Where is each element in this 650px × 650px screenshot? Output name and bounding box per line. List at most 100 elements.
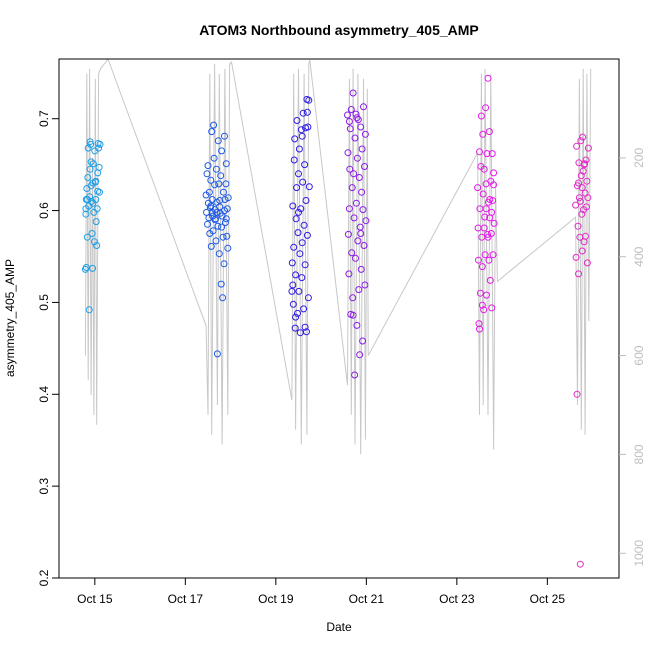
data-point: [582, 156, 590, 164]
data-point: [573, 390, 581, 398]
data-point: [483, 291, 490, 299]
data-point: [354, 116, 362, 124]
data-point: [216, 203, 224, 211]
y2-tick-label: 1000: [632, 540, 646, 567]
data-point: [210, 154, 218, 162]
data-point: [488, 208, 496, 216]
data-point: [303, 108, 311, 116]
y2-tick-label: 400: [632, 246, 646, 266]
data-point: [289, 281, 297, 289]
data-point: [486, 276, 494, 284]
data-point: [298, 274, 306, 282]
x-axis: Oct 15 Oct 17 Oct 19 Oct 21 Oct 23 Oct 25: [77, 577, 565, 606]
data-point: [576, 197, 584, 205]
x-axis-label: Date: [326, 620, 352, 634]
data-point: [303, 328, 310, 336]
data-point: [213, 350, 221, 358]
data-point: [297, 205, 305, 213]
data-point: [211, 216, 219, 224]
data-point: [211, 181, 219, 189]
data-point: [217, 172, 225, 180]
data-point: [348, 184, 356, 192]
data-point: [349, 311, 357, 319]
data-point: [476, 289, 484, 297]
data-point: [215, 180, 223, 188]
x-tick-label: Oct 19: [258, 592, 294, 606]
data-point: [210, 121, 218, 129]
data-point: [481, 251, 489, 259]
data-point: [344, 149, 352, 157]
y-tick-label: 0.3: [37, 477, 51, 494]
data-point: [578, 184, 586, 192]
y2-tick-label: 600: [632, 345, 646, 365]
data-point: [360, 103, 367, 111]
data-point: [207, 242, 215, 250]
y-axis: 0.2 0.3 0.4 0.5 0.6 0.7: [37, 110, 59, 586]
secondary-line-path: [84, 57, 592, 455]
data-point: [488, 304, 496, 312]
data-point: [304, 294, 312, 302]
data-point: [353, 114, 361, 122]
data-point: [301, 161, 309, 169]
data-point: [355, 286, 363, 294]
data-point: [292, 215, 300, 223]
data-point: [351, 371, 359, 379]
data-point: [90, 238, 98, 246]
data-point: [288, 287, 296, 295]
data-point: [291, 324, 299, 332]
data-point: [223, 232, 231, 240]
data-point: [574, 222, 582, 230]
data-point: [575, 179, 582, 187]
data-point: [213, 208, 221, 216]
x-tick-label: Oct 15: [77, 592, 113, 606]
data-point: [583, 177, 591, 185]
data-point: [218, 147, 226, 155]
data-point: [490, 219, 498, 227]
data-point: [292, 313, 300, 321]
data-point: [295, 287, 303, 295]
data-point: [87, 140, 95, 148]
data-point: [219, 233, 227, 241]
data-point: [289, 300, 297, 308]
data-point: [355, 174, 363, 181]
data-point: [575, 270, 582, 278]
y-tick-label: 0.6: [37, 202, 51, 219]
data-point: [221, 132, 228, 140]
data-point: [212, 237, 220, 245]
data-point: [305, 96, 313, 104]
data-point: [221, 207, 228, 215]
data-point: [480, 306, 488, 314]
data-point: [296, 250, 304, 258]
data-point: [483, 150, 491, 158]
data-point: [222, 215, 230, 223]
data-point: [294, 309, 301, 317]
data-point: [203, 170, 211, 178]
data-point: [208, 208, 216, 216]
data-point: [484, 230, 491, 238]
data-point: [572, 253, 580, 261]
data-point: [84, 174, 92, 181]
data-point: [345, 270, 353, 278]
data-point: [481, 213, 489, 221]
data-point: [220, 188, 227, 196]
chart-title: ATOM3 Northbound asymmetry_405_AMP: [199, 22, 479, 38]
data-point: [301, 261, 309, 269]
data-point: [353, 321, 361, 329]
data-point: [352, 199, 360, 207]
data-point: [490, 181, 498, 189]
data-point: [362, 217, 370, 225]
data-point: [354, 237, 362, 245]
data-point: [88, 230, 96, 237]
data-point: [490, 169, 498, 177]
data-point: [221, 219, 229, 226]
data-point: [207, 176, 215, 184]
data-point: [208, 128, 216, 136]
y2-tick-label: 800: [632, 444, 646, 464]
data-point: [479, 130, 487, 138]
data-point: [302, 197, 310, 204]
data-point: [359, 337, 367, 345]
data-point: [219, 294, 227, 302]
data-point: [295, 170, 302, 178]
data-point: [580, 161, 588, 169]
data-point: [579, 133, 587, 141]
